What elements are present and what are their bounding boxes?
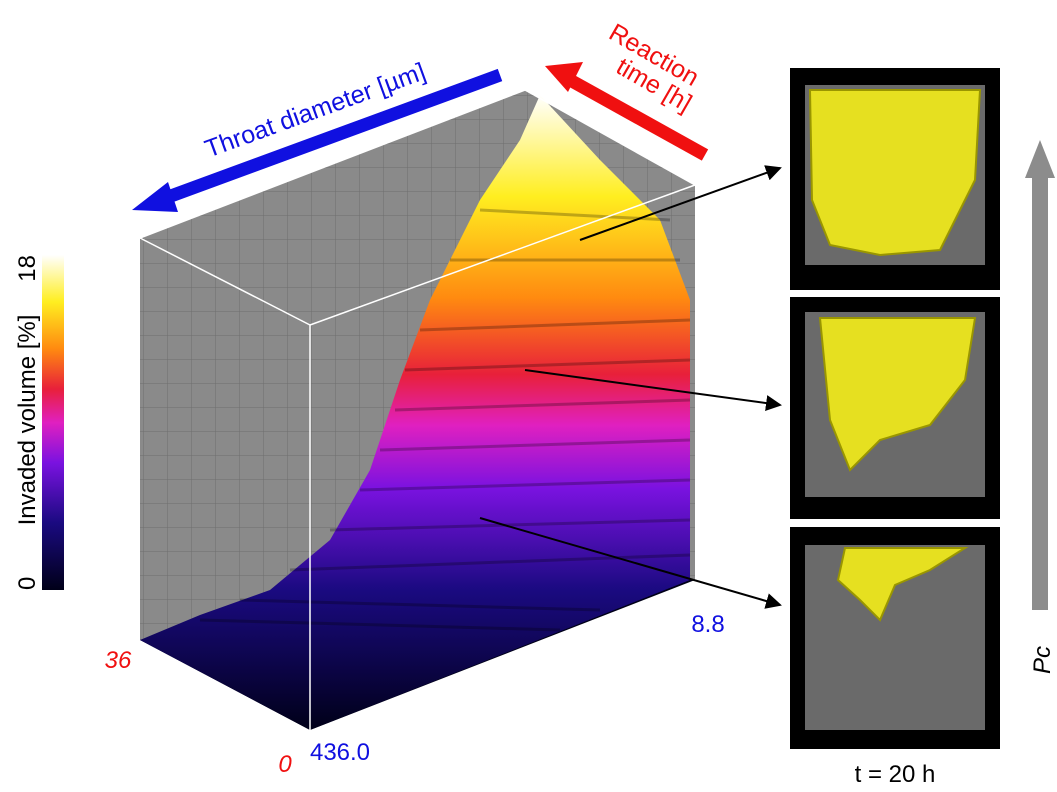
throat-arrowhead bbox=[132, 182, 178, 212]
pc-arrowhead bbox=[1025, 140, 1055, 178]
panel-top bbox=[790, 68, 1000, 290]
panels: t = 20 h bbox=[790, 68, 1000, 788]
time-end: 36 bbox=[105, 647, 132, 674]
colorbar-min: 0 bbox=[14, 577, 41, 590]
time-start: 0 bbox=[278, 751, 292, 778]
throat-start: 436.0 bbox=[310, 739, 370, 766]
colorbar-label: Invaded volume [%] bbox=[14, 315, 41, 526]
figure: Throat diameter [µm] Reaction time [h] 3… bbox=[0, 0, 1057, 792]
panel-bottom bbox=[790, 527, 1000, 749]
colorbar bbox=[42, 255, 64, 590]
plot-box bbox=[140, 90, 695, 730]
panel-caption: t = 20 h bbox=[855, 761, 936, 788]
panel-middle bbox=[790, 297, 1000, 519]
pc-arrow bbox=[1032, 175, 1048, 610]
pc-label: Pc bbox=[1029, 646, 1056, 674]
throat-end: 8.8 bbox=[691, 611, 724, 638]
colorbar-max: 18 bbox=[14, 255, 41, 282]
